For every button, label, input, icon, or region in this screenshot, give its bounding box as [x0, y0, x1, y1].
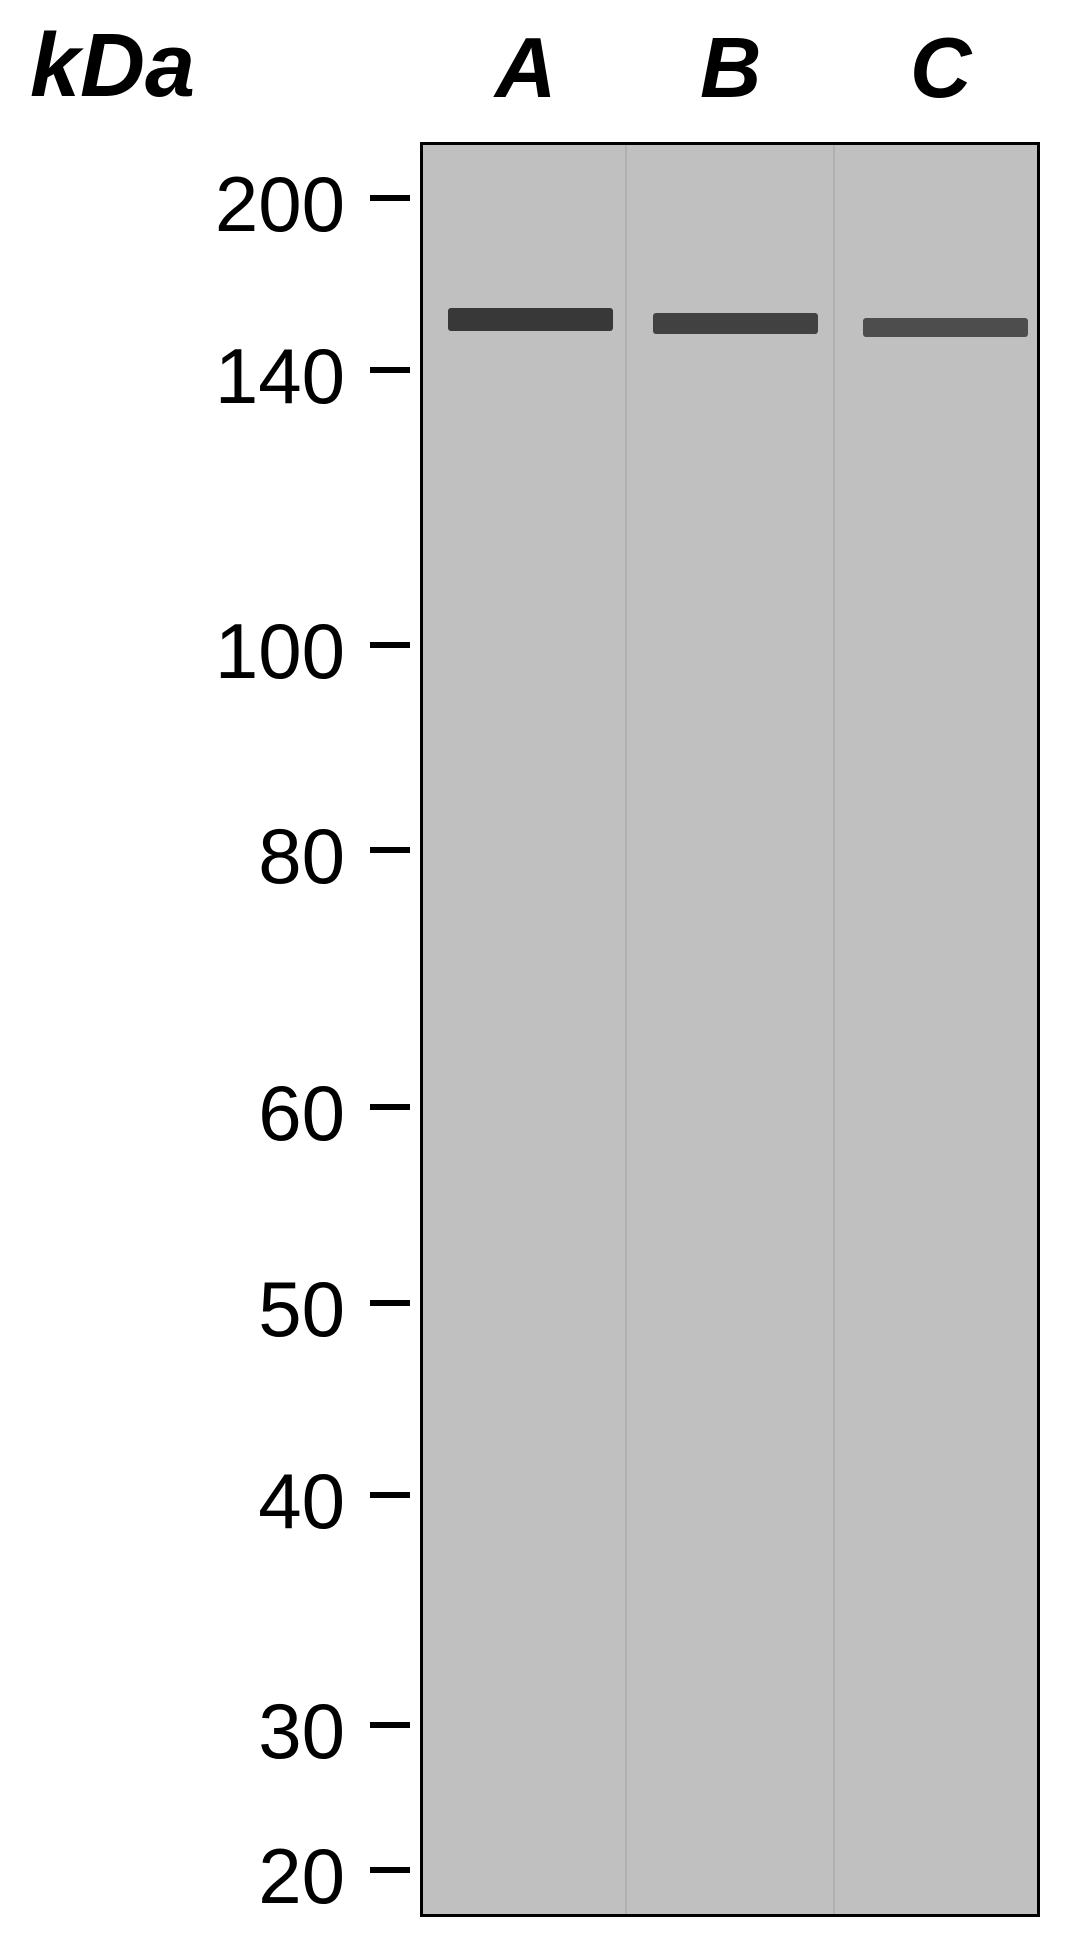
mw-marker-tick [370, 367, 410, 373]
mw-marker-tick [370, 1867, 410, 1873]
mw-marker-label: 80 [258, 811, 345, 902]
mw-marker-label: 140 [215, 331, 345, 422]
mw-marker-tick [370, 1492, 410, 1498]
mw-marker-label: 200 [215, 159, 345, 250]
mw-marker-tick [370, 1722, 410, 1728]
protein-band-lane-c [863, 318, 1028, 337]
lane-divider [833, 145, 835, 1914]
mw-marker-label: 40 [258, 1456, 345, 1547]
mw-marker-tick [370, 642, 410, 648]
mw-marker-tick [370, 847, 410, 853]
lane-label-b: B [700, 20, 761, 118]
mw-marker-label: 20 [258, 1831, 345, 1922]
mw-marker-label: 100 [215, 606, 345, 697]
mw-marker-tick [370, 195, 410, 201]
lane-label-a: A [495, 20, 556, 118]
lane-divider [625, 145, 627, 1914]
mw-marker-label: 30 [258, 1686, 345, 1777]
mw-marker-tick [370, 1300, 410, 1306]
blot-container: kDa A B C 200 140 100 80 60 50 40 30 20 [0, 0, 1080, 1950]
mw-marker-label: 60 [258, 1068, 345, 1159]
kda-unit-label: kDa [30, 15, 195, 118]
mw-marker-label: 50 [258, 1264, 345, 1355]
lane-label-c: C [910, 20, 971, 118]
blot-membrane [420, 142, 1040, 1917]
mw-marker-tick [370, 1104, 410, 1110]
protein-band-lane-a [448, 308, 613, 331]
protein-band-lane-b [653, 313, 818, 334]
